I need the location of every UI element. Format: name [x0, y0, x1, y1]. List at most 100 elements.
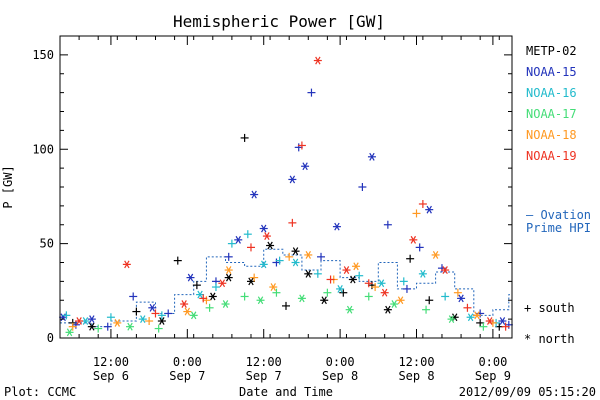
data-point-metp-02-north — [208, 292, 217, 301]
data-point-noaa-17-north — [221, 300, 230, 308]
data-point-noaa-17-south — [205, 303, 214, 312]
data-point-noaa-18-north — [304, 251, 313, 259]
y-tick-label: 150 — [32, 48, 54, 62]
data-point-noaa-19-north — [441, 266, 450, 274]
x-tick-time-label: 0:00 — [478, 355, 507, 369]
data-point-noaa-15-north — [234, 235, 243, 244]
data-point-noaa-18-north — [269, 283, 278, 291]
plot-credit: Plot: CCMC — [4, 385, 76, 399]
y-axis: 0 50 100 150 — [32, 48, 512, 345]
data-point-noaa-18-south — [145, 317, 154, 326]
data-point-noaa-19-north — [75, 317, 84, 325]
data-point-noaa-16-south — [275, 256, 284, 265]
y-tick-label: 100 — [32, 142, 54, 156]
data-point-noaa-18-north — [113, 318, 122, 327]
data-point-metp-02-south — [132, 307, 141, 316]
data-point-noaa-15-south — [103, 322, 112, 331]
data-point-noaa-18-north — [431, 251, 440, 259]
data-point-metp-02-south — [406, 254, 415, 263]
x-tick-date-label: Sep 9 — [475, 369, 511, 383]
data-point-noaa-15-north — [87, 315, 96, 324]
data-points-layer — [59, 56, 513, 337]
data-point-noaa-17-north — [65, 328, 74, 337]
data-point-noaa-19-south — [288, 218, 297, 227]
data-point-noaa-19-south — [326, 275, 335, 284]
data-point-noaa-16-south — [399, 277, 408, 286]
legend: METP-02 NOAA-15 NOAA-16 NOAA-17 NOAA-18 NOAA-… — [524, 44, 591, 346]
data-point-noaa-16-south — [106, 313, 115, 322]
data-point-noaa-15-south — [164, 309, 173, 318]
data-point-noaa-18-south — [453, 288, 462, 297]
data-point-noaa-16-south — [211, 283, 220, 292]
data-point-noaa-18-south — [285, 252, 294, 261]
y-tick-label: 50 — [40, 237, 54, 251]
x-tick-time-label: 0:00 — [173, 355, 202, 369]
data-point-metp-02-north — [87, 322, 96, 331]
data-point-noaa-19-north — [485, 317, 494, 325]
legend-north-marker: * north — [524, 332, 575, 346]
data-point-noaa-17-north — [126, 322, 135, 331]
data-point-noaa-15-north — [367, 152, 376, 161]
data-point-metp-02-south — [173, 256, 182, 265]
data-point-metp-02-north — [291, 247, 300, 256]
data-point-metp-02-south — [282, 301, 290, 310]
legend-south-marker: + south — [524, 301, 575, 315]
data-point-noaa-18-north — [183, 307, 192, 316]
data-point-noaa-19-north — [409, 235, 418, 244]
data-point-noaa-18-north — [472, 311, 481, 320]
x-tick-time-label: 0:00 — [326, 355, 355, 369]
data-point-noaa-18-north — [224, 266, 233, 274]
data-point-noaa-18-south — [371, 283, 380, 292]
ovation-hpi-layer — [60, 248, 512, 328]
data-point-noaa-16-south — [62, 311, 71, 320]
data-point-noaa-17-south — [272, 288, 281, 297]
data-point-noaa-18-north — [396, 296, 405, 305]
data-point-noaa-19-north — [180, 300, 189, 308]
data-point-noaa-19-north — [380, 288, 389, 297]
data-point-noaa-16-south — [313, 269, 322, 278]
data-point-noaa-16-north — [377, 279, 386, 288]
data-point-noaa-15-south — [415, 243, 424, 252]
data-point-noaa-17-south — [323, 288, 332, 297]
data-point-noaa-16-north — [138, 315, 147, 324]
data-point-noaa-17-south — [364, 292, 373, 301]
x-axis-label: Date and Time — [239, 385, 333, 399]
data-point-noaa-18-north — [352, 262, 361, 271]
legend-entry: NOAA-18 — [526, 128, 577, 142]
plot-frame — [59, 35, 513, 339]
data-point-metp-02-north — [157, 317, 166, 325]
data-point-noaa-15-south — [224, 252, 233, 261]
data-point-noaa-19-south — [246, 243, 255, 252]
data-point-noaa-18-south — [68, 322, 77, 331]
x-tick-time-label: 12:00 — [93, 355, 129, 369]
x-tick-time-label: 12:00 — [246, 355, 282, 369]
data-point-noaa-19-north — [262, 232, 271, 240]
data-point-metp-02-south — [425, 296, 434, 305]
legend-entry: NOAA-17 — [526, 107, 577, 121]
data-point-noaa-16-south — [227, 239, 236, 248]
data-point-noaa-16-north — [336, 285, 345, 293]
data-point-noaa-16-south — [157, 311, 166, 320]
data-point-noaa-19-north — [218, 279, 227, 288]
x-tick-time-label: 12:00 — [398, 355, 434, 369]
legend-entry: NOAA-16 — [526, 86, 577, 100]
data-point-metp-02-south — [339, 288, 348, 297]
data-point-noaa-17-south — [154, 324, 163, 333]
data-point-noaa-15-south — [317, 252, 326, 261]
data-point-noaa-15-north — [288, 175, 297, 184]
x-tick-date-label: Sep 8 — [398, 369, 434, 383]
data-point-noaa-15-south — [383, 220, 392, 229]
data-point-noaa-15-north — [457, 294, 466, 303]
data-point-noaa-16-south — [355, 271, 364, 280]
data-point-noaa-19-south — [151, 309, 160, 318]
data-point-noaa-18-south — [250, 273, 259, 282]
data-point-noaa-19-north — [313, 56, 322, 65]
x-tick-date-label: Sep 8 — [322, 369, 358, 383]
x-tick-date-label: Sep 7 — [169, 369, 205, 383]
data-point-noaa-16-south — [243, 230, 252, 239]
data-point-noaa-15-north — [186, 273, 195, 282]
data-point-noaa-19-south — [297, 141, 306, 150]
data-point-noaa-19-south — [199, 294, 208, 303]
data-point-noaa-15-north — [425, 205, 434, 214]
